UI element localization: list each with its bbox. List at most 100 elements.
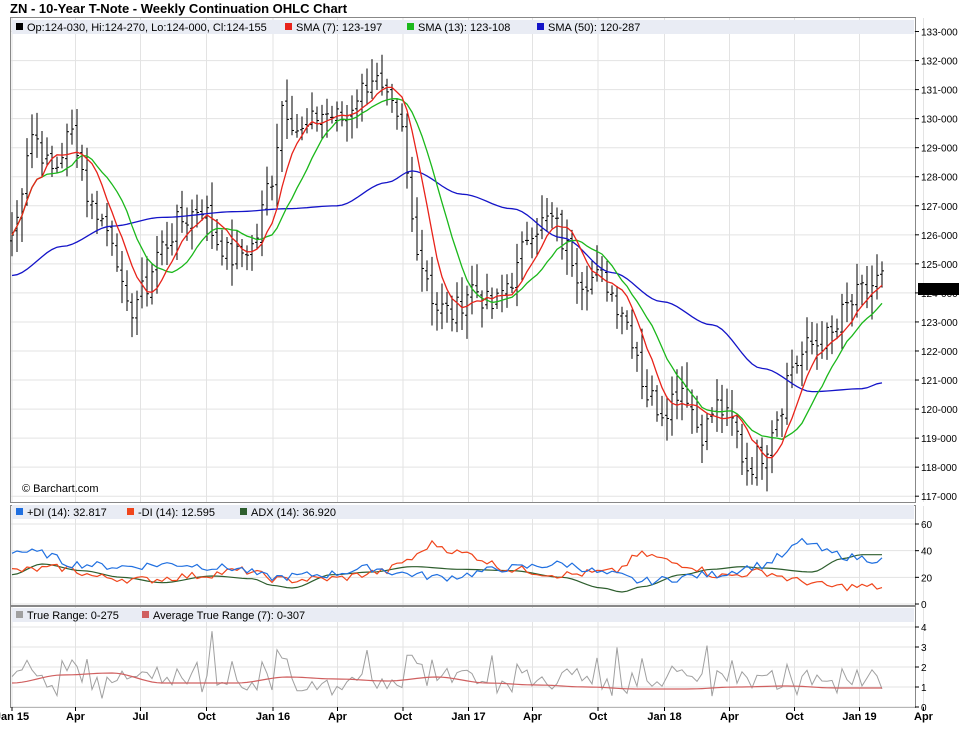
ohlc-bar [875, 254, 879, 300]
ohlc-bar [315, 106, 319, 132]
ohlc-bar [155, 236, 159, 294]
legend-swatch [16, 611, 23, 618]
ohlc-bar [285, 79, 289, 139]
ohlc-bar [655, 385, 659, 422]
ohlc-bar [440, 283, 444, 330]
price-ytick-label: 118-000 [921, 463, 957, 474]
price-panel-frame [10, 17, 916, 503]
ohlc-bar [325, 98, 329, 138]
price-ytick-label: 131-000 [921, 86, 958, 97]
legend-swatch [537, 23, 544, 30]
xtick-label: Jan 17 [451, 711, 485, 723]
xtick-label: Jul [133, 711, 149, 723]
price-ytick-label: 117-000 [921, 492, 957, 503]
ohlc-bar [115, 233, 119, 272]
ohlc-bar [800, 341, 804, 387]
dmi-y-axis: 0 20 40 60 [915, 520, 933, 611]
sma7-line [11, 86, 883, 459]
xtick-label: Oct [197, 711, 216, 723]
legend-bar [12, 608, 914, 622]
ohlc-bar [165, 221, 169, 266]
legend-swatch [16, 23, 23, 30]
ohlc-bar [70, 109, 74, 145]
ohlc-bar [25, 138, 29, 206]
ohlc-bar [540, 195, 544, 240]
price-y-axis: 117-000 118-000 119-000 120-000 121-000 122-0… [915, 28, 958, 503]
tr-ytick-label: 3 [921, 643, 927, 654]
price-ytick-label: 129-000 [921, 144, 958, 155]
ohlc-bar [665, 396, 669, 441]
ohlc-bar [80, 144, 84, 181]
ohlc-bar [40, 130, 44, 177]
xtick-label: Jan 19 [842, 711, 876, 723]
ohlc-bar [645, 369, 649, 408]
dmi-legend: +DI (14): 32.817 -DI (14): 12.595 ADX (14)… [12, 505, 914, 519]
ohlc-bar [415, 197, 419, 261]
price-ytick-label: 122-000 [921, 347, 958, 358]
legend-label: Op:124-030, Hi:124-270, Lo:124-000, Cl:1… [27, 22, 267, 34]
ohlc-bar [815, 323, 819, 370]
ohlc-bar [785, 362, 789, 425]
ohlc-bar [565, 219, 569, 275]
tr-ytick-label: 1 [921, 683, 927, 694]
last-price-label: 124-155 [920, 285, 957, 296]
ohlc-bar [430, 256, 434, 326]
ohlc-bar [400, 103, 404, 132]
ohlc-bar [55, 156, 59, 174]
ohlc-bar [490, 287, 494, 319]
xtick-label: Jan 16 [256, 711, 290, 723]
ohlc-bar [610, 285, 614, 302]
ohlc-bar [410, 156, 414, 232]
ohlc-bar [150, 263, 154, 305]
legend-label: +DI (14): 32.817 [27, 507, 107, 519]
ohlc-bar [780, 408, 784, 438]
ohlc-bar [795, 355, 799, 374]
ohlc-bar [435, 292, 439, 331]
price-ytick-label: 120-000 [921, 405, 958, 416]
price-ytick-label: 126-000 [921, 231, 958, 242]
ohlc-bar [735, 413, 739, 449]
tr-ytick-label: 4 [921, 623, 927, 634]
ohlc-bar [260, 190, 264, 257]
ohlc-bar [50, 145, 54, 178]
x-axis: Jan 15 Apr Jul Oct Jan 16 Apr Oct Jan 17 Apr Oct J… [0, 707, 934, 723]
ohlc-bar [750, 457, 754, 485]
ohlc-bar [190, 199, 194, 250]
ohlc-bar [570, 229, 574, 277]
ohlc-bar [840, 293, 844, 350]
legend-swatch [285, 23, 292, 30]
ohlc-bar [405, 113, 409, 189]
ohlc-bar [45, 137, 49, 167]
ohlc-bar [200, 199, 204, 221]
ohlc-bar [380, 54, 384, 96]
legend-label: -DI (14): 12.595 [138, 507, 215, 519]
minus-di-line [11, 539, 883, 592]
legend-label: SMA (13): 123-108 [418, 22, 510, 34]
ohlc-bar [455, 282, 459, 333]
xtick-label: Oct [589, 711, 608, 723]
ohlc-bar [805, 317, 809, 371]
ohlc-bar [425, 260, 429, 292]
price-ytick-label: 132-000 [921, 57, 958, 68]
legend-label: ADX (14): 36.920 [251, 507, 336, 519]
ohlc-bar [860, 274, 864, 306]
ohlc-bar [275, 123, 279, 207]
ohlc-bar [545, 197, 549, 231]
ohlc-bar [470, 265, 474, 315]
ohlc-bar [225, 236, 229, 270]
ohlc-bar [295, 114, 299, 138]
legend-label: True Range: 0-275 [27, 610, 119, 622]
ohlc-bar [770, 420, 774, 474]
ohlc-bar [205, 195, 209, 242]
ohlc-bar [385, 78, 389, 106]
ohlc-bar [160, 230, 164, 266]
dmi-ytick-label: 0 [921, 600, 927, 611]
xtick-label: Apr [914, 711, 934, 723]
xtick-label: Apr [720, 711, 740, 723]
ohlc-bar [625, 310, 629, 330]
ohlc-bar [585, 265, 589, 311]
price-ytick-label: 127-000 [921, 202, 958, 213]
ohlc-bar [465, 285, 469, 339]
legend-label: SMA (7): 123-197 [296, 22, 382, 34]
